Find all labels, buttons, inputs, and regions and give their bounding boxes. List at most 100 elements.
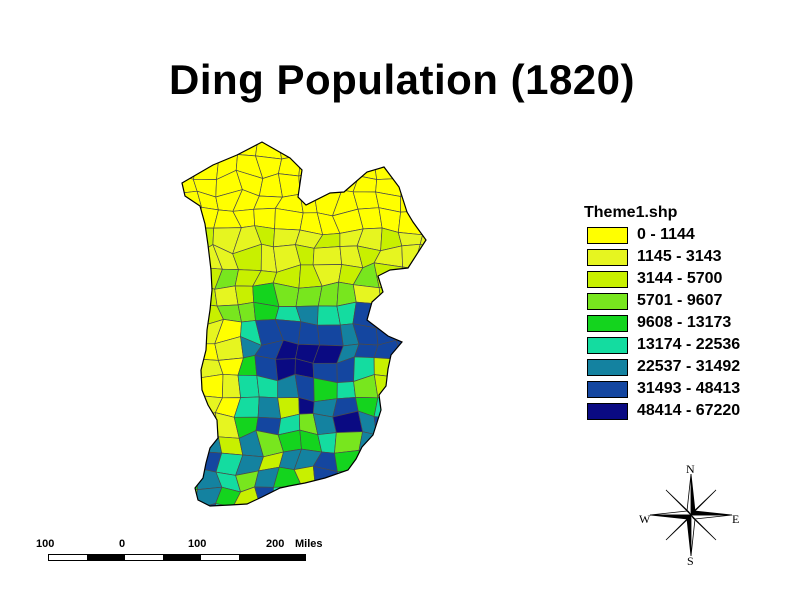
legend-item: 22537 - 31492 — [584, 357, 740, 379]
scale-label-right: 200 — [266, 538, 285, 550]
county-region — [197, 142, 220, 159]
county-region — [373, 486, 396, 506]
county-region — [417, 142, 426, 160]
county-region — [397, 232, 424, 247]
legend-item: 5701 - 9607 — [584, 291, 722, 313]
county-region — [214, 285, 239, 307]
county-region — [394, 266, 419, 289]
county-region — [372, 142, 400, 157]
county-region — [178, 508, 198, 527]
county-region — [337, 142, 359, 161]
county-region — [394, 283, 423, 305]
county-region — [272, 503, 299, 506]
legend-label: 1145 - 3143 — [637, 248, 722, 265]
county-region — [400, 173, 422, 197]
county-region — [297, 142, 319, 156]
scale-label-zero: 0 — [119, 538, 126, 550]
legend-swatch — [587, 293, 628, 310]
county-region — [417, 503, 426, 506]
legend-label: 0 - 1144 — [637, 226, 695, 243]
county-region — [352, 284, 382, 305]
county-region — [182, 467, 198, 490]
county-region — [233, 507, 261, 526]
county-region — [395, 300, 422, 326]
county-region — [373, 502, 399, 506]
county-region — [397, 142, 420, 160]
county-region — [375, 434, 399, 453]
county-region — [417, 285, 426, 305]
compass-rose: N S E W — [636, 460, 746, 575]
county-region — [400, 193, 420, 213]
county-region — [277, 142, 302, 160]
compass-west: W — [639, 512, 651, 526]
county-region — [377, 468, 398, 494]
county-region — [415, 433, 426, 453]
county-region — [317, 324, 344, 347]
county-region — [182, 415, 197, 435]
scale-segment — [239, 555, 305, 560]
county-region — [375, 303, 403, 329]
county-region — [182, 284, 204, 305]
county-region — [395, 502, 421, 506]
county-region — [255, 142, 283, 160]
county-region — [315, 492, 343, 506]
county-region — [182, 303, 202, 327]
legend-label: 13174 - 22536 — [637, 336, 741, 353]
legend-item: 13174 - 22536 — [584, 335, 740, 357]
legend-item: 3144 - 5700 — [584, 269, 722, 291]
county-region — [317, 305, 341, 326]
scale-segment — [163, 555, 201, 560]
legend-items: 0 - 1144 1145 - 3143 3144 - 5700 5701 - 960… — [584, 225, 740, 423]
county-region — [313, 170, 343, 192]
county-region — [182, 266, 204, 287]
legend-label: 3144 - 5700 — [637, 270, 723, 287]
county-region — [419, 230, 426, 250]
county-region — [393, 490, 423, 505]
county-region — [182, 227, 202, 253]
county-region — [222, 373, 241, 399]
county-region — [334, 492, 363, 506]
county-region — [396, 451, 419, 476]
county-region — [182, 248, 203, 268]
county-region — [313, 377, 338, 403]
county-region — [419, 322, 426, 342]
scale-unit: Miles — [295, 538, 323, 550]
county-region — [418, 210, 426, 236]
county-region — [253, 207, 276, 230]
scale-label-left: 100 — [36, 538, 55, 550]
county-region — [358, 450, 383, 472]
legend-swatch — [587, 337, 628, 354]
county-region — [394, 411, 420, 439]
county-region — [237, 374, 260, 398]
legend-swatch — [587, 249, 628, 266]
county-region — [257, 396, 282, 419]
county-region — [358, 509, 378, 527]
county-region — [392, 358, 416, 383]
county-region — [316, 502, 339, 506]
county-region — [398, 394, 420, 419]
county-region — [182, 142, 202, 157]
county-region — [182, 377, 201, 398]
county-region — [412, 340, 426, 364]
legend: Theme1.shp 0 - 1144 1145 - 3143 3144 - 570… — [584, 204, 740, 423]
county-region — [415, 411, 426, 439]
county-region — [182, 451, 200, 472]
county-region — [373, 374, 404, 399]
county-region — [358, 431, 384, 453]
legend-item: 31493 - 48413 — [584, 379, 740, 401]
county-region — [412, 359, 426, 383]
county-region — [417, 451, 426, 472]
county-region — [297, 321, 320, 346]
county-region — [357, 142, 379, 161]
compass-south: S — [687, 554, 694, 568]
county-region — [395, 323, 422, 342]
county-region — [182, 395, 199, 419]
legend-title: Theme1.shp — [584, 204, 678, 221]
legend-swatch — [587, 359, 628, 376]
county-region — [413, 267, 426, 289]
county-region — [392, 376, 416, 399]
county-region — [182, 432, 200, 453]
county-region — [193, 503, 219, 506]
county-region — [182, 206, 203, 231]
county-region — [357, 151, 378, 180]
